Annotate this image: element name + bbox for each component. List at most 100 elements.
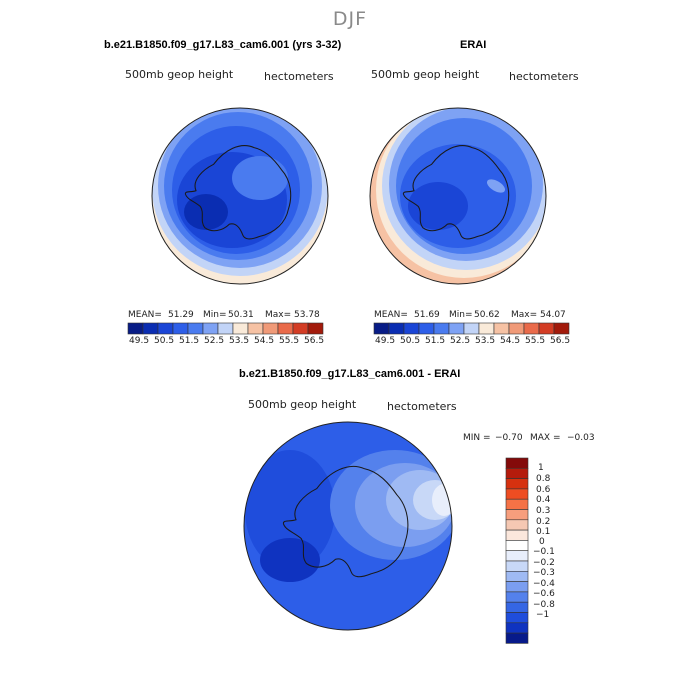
panel1-min-value: 50.31 bbox=[228, 310, 254, 320]
panel2-high-patch bbox=[486, 179, 506, 193]
colorbar-swatch bbox=[277, 322, 294, 335]
panel2-min-value: 50.62 bbox=[474, 310, 500, 320]
cbar3-tick: 0.2 bbox=[536, 517, 551, 527]
cbar3-tick: 0.3 bbox=[536, 506, 551, 516]
cbar1-tick: 53.5 bbox=[229, 336, 250, 346]
panel2-colorbar bbox=[373, 322, 570, 335]
season-title: DJF bbox=[332, 8, 368, 30]
colorbar-swatch bbox=[247, 322, 264, 335]
panel1-max-value: 53.78 bbox=[294, 310, 320, 320]
colorbar-swatch bbox=[505, 478, 529, 490]
colorbar-swatch bbox=[505, 509, 529, 521]
panel1-variable-label: 500mb geop height bbox=[125, 68, 234, 81]
cbar1-tick: 50.5 bbox=[154, 336, 175, 346]
panel2-units-label: hectometers bbox=[509, 70, 579, 83]
cbar2-tick: 51.5 bbox=[425, 336, 446, 346]
panel3-max-value: −0.03 bbox=[567, 433, 595, 443]
cbar3-tick: 1 bbox=[538, 463, 544, 473]
colorbar-swatch bbox=[505, 529, 529, 541]
cbar3-tick: 0.1 bbox=[536, 527, 551, 537]
cbar3-tick: 0.4 bbox=[536, 495, 551, 505]
panel2-map-border bbox=[369, 107, 547, 285]
colorbar-swatch bbox=[127, 322, 144, 335]
panel1-colorbar bbox=[127, 322, 324, 335]
cbar3-tick: −0.3 bbox=[533, 568, 555, 578]
colorbar-swatch bbox=[262, 322, 279, 335]
panel3-map bbox=[244, 422, 452, 630]
colorbar-swatch bbox=[187, 322, 204, 335]
cbar3-tick: 0.6 bbox=[536, 485, 551, 495]
cbar1-tick: 56.5 bbox=[304, 336, 325, 346]
panel3-min-label: MIN = bbox=[463, 433, 491, 443]
cbar3-tick: 0 bbox=[539, 537, 545, 547]
panel3-variable-label: 500mb geop height bbox=[248, 398, 357, 411]
colorbar-swatch bbox=[463, 322, 480, 335]
colorbar-swatch bbox=[433, 322, 450, 335]
cbar2-tick: 54.5 bbox=[500, 336, 521, 346]
panel2-low-patch bbox=[408, 182, 468, 230]
colorbar-swatch bbox=[508, 322, 525, 335]
cbar1-tick: 54.5 bbox=[254, 336, 275, 346]
cbar3-tick: −0.2 bbox=[533, 558, 555, 568]
colorbar-swatch bbox=[478, 322, 495, 335]
panel3-max-label: MAX = bbox=[530, 433, 561, 443]
colorbar-swatch bbox=[538, 322, 555, 335]
colorbar-swatch bbox=[505, 601, 529, 613]
panel3-map-border bbox=[243, 421, 453, 631]
colorbar-swatch bbox=[505, 457, 529, 469]
colorbar-swatch bbox=[505, 612, 529, 624]
colorbar-swatch bbox=[202, 322, 219, 335]
panel2-min-label: Min= bbox=[449, 310, 473, 320]
cbar3-tick: −0.4 bbox=[533, 579, 555, 589]
cbar1-tick: 55.5 bbox=[279, 336, 300, 346]
panel3-band-a bbox=[245, 450, 335, 570]
panel2-map bbox=[370, 108, 546, 284]
panel1-units-label: hectometers bbox=[264, 70, 334, 83]
colorbar-swatch bbox=[172, 322, 189, 335]
panel3-min-value: −0.70 bbox=[495, 433, 523, 443]
colorbar-swatch bbox=[505, 581, 529, 593]
cbar2-tick: 49.5 bbox=[375, 336, 396, 346]
cbar1-tick: 49.5 bbox=[129, 336, 150, 346]
panel3-title: b.e21.B1850.f09_g17.L83_cam6.001 - ERAI bbox=[239, 368, 461, 380]
colorbar-swatch bbox=[505, 488, 529, 500]
panel1-map-border bbox=[151, 107, 329, 285]
colorbar-swatch bbox=[505, 591, 529, 603]
colorbar-swatch bbox=[292, 322, 309, 335]
panel2-max-label: Max= bbox=[511, 310, 538, 320]
panel1-min-label: Min= bbox=[203, 310, 227, 320]
colorbar-swatch bbox=[505, 622, 529, 634]
cbar3-tick: −0.8 bbox=[533, 600, 555, 610]
colorbar-swatch bbox=[505, 519, 529, 531]
panel2-mean-value: 51.69 bbox=[414, 310, 440, 320]
colorbar-swatch bbox=[142, 322, 159, 335]
colorbar-swatch bbox=[505, 560, 529, 572]
panel3-low-patch bbox=[260, 538, 320, 582]
colorbar-swatch bbox=[505, 550, 529, 562]
panel2-max-value: 54.07 bbox=[540, 310, 566, 320]
cbar2-tick: 56.5 bbox=[550, 336, 571, 346]
colorbar-swatch bbox=[523, 322, 540, 335]
panel2-title: ERAI bbox=[460, 39, 487, 51]
panel1-mean-value: 51.29 bbox=[168, 310, 194, 320]
cbar3-tick: −0.6 bbox=[533, 589, 555, 599]
colorbar-swatch bbox=[505, 467, 529, 479]
colorbar-swatch bbox=[157, 322, 174, 335]
colorbar-swatch bbox=[418, 322, 435, 335]
panel1-map bbox=[152, 108, 328, 284]
cbar2-tick: 53.5 bbox=[475, 336, 496, 346]
colorbar-swatch bbox=[373, 322, 390, 335]
panel3-high-patch bbox=[432, 484, 452, 516]
cbar2-tick: 50.5 bbox=[400, 336, 421, 346]
panel3-units-label: hectometers bbox=[387, 400, 457, 413]
colorbar-swatch bbox=[493, 322, 510, 335]
panel3-colorbar bbox=[505, 457, 529, 644]
panel1-title: b.e21.B1850.f09_g17.L83_cam6.001 (yrs 3-… bbox=[104, 39, 342, 51]
panel1-mean-label: MEAN= bbox=[128, 310, 162, 320]
colorbar-swatch bbox=[388, 322, 405, 335]
cbar3-tick: −1 bbox=[536, 610, 550, 620]
panel2-variable-label: 500mb geop height bbox=[371, 68, 480, 81]
colorbar-swatch bbox=[403, 322, 420, 335]
colorbar-swatch bbox=[505, 498, 529, 510]
